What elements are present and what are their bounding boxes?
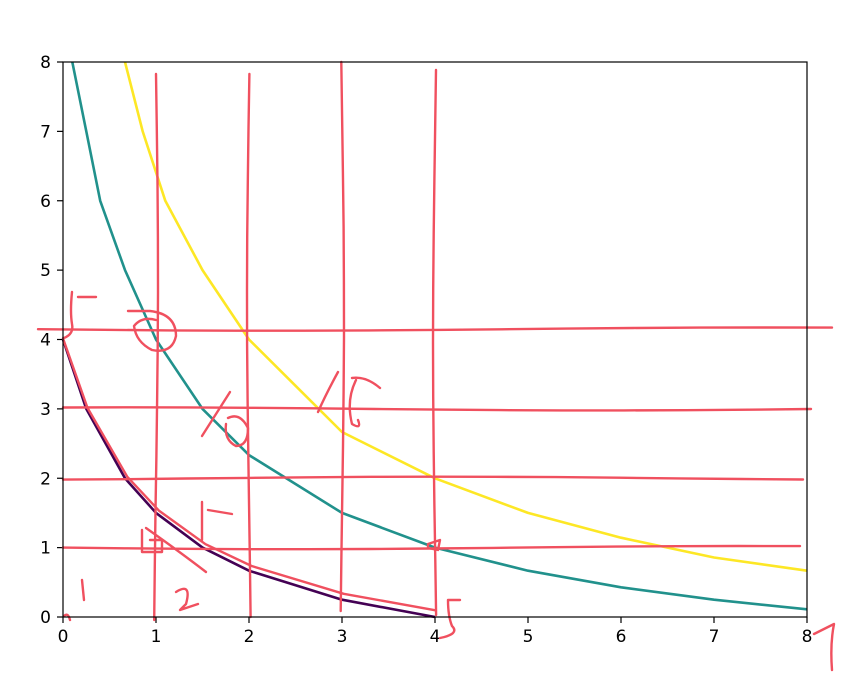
y-tick-label: 4: [40, 331, 51, 351]
y-tick-label: 7: [40, 122, 51, 142]
series-line-3: [123, 61, 808, 572]
annotation-scribble: [62, 290, 74, 340]
y-tick-label: 8: [40, 53, 51, 73]
annotation-scribble: [144, 526, 208, 574]
x-tick-label: 0: [58, 627, 69, 647]
y-tick-label: 2: [40, 469, 51, 489]
plot-frame: [62, 61, 808, 618]
x-tick-label: 4: [430, 627, 441, 647]
annotation-scribble: [316, 370, 340, 414]
annotation-curve-trace: [61, 337, 437, 612]
annotation-scribble: [350, 376, 382, 390]
x-tick-label: 8: [802, 627, 813, 647]
annotation-horizontal-line: [61, 406, 813, 412]
series-line-1: [61, 339, 436, 619]
x-tick-label: 6: [616, 627, 627, 647]
x-tick-label: 2: [244, 627, 255, 647]
annotation-scribble: [62, 613, 72, 622]
y-axis-ticks: 0 1 2 3 4 5 6 7 8: [40, 53, 63, 628]
x-tick-label: 3: [337, 627, 348, 647]
annotation-scribble: [206, 508, 234, 516]
handwritten-annotations: [36, 60, 836, 672]
x-tick-label: 7: [709, 627, 720, 647]
annotation-scribble: [224, 415, 250, 448]
y-tick-label: 3: [40, 400, 51, 420]
x-tick-label: 5: [523, 627, 534, 647]
x-axis-ticks: 0 1 2 3 4 5 6 7 8: [58, 617, 813, 647]
y-tick-label: 5: [40, 261, 51, 281]
y-tick-label: 1: [40, 539, 51, 559]
annotation-scribble: [348, 378, 361, 428]
annotation-scribble: [812, 622, 836, 672]
annotation-scribble: [140, 528, 164, 554]
y-tick-label: 0: [40, 608, 51, 628]
annotation-scribble: [426, 538, 442, 552]
annotation-horizontal-line: [36, 326, 834, 332]
annotation-scribble: [200, 390, 232, 438]
annotation-horizontal-line: [61, 475, 805, 481]
annotation-vertical-line: [339, 60, 346, 613]
annotation-scribble: [126, 309, 178, 352]
annotation-vertical-line: [431, 68, 438, 617]
annotation-scribble: [174, 587, 200, 612]
annotation-vertical-line: [152, 72, 160, 622]
annotation-scribble: [438, 598, 462, 640]
y-tick-label: 6: [40, 192, 51, 212]
x-tick-label: 1: [151, 627, 162, 647]
annotation-vertical-line: [245, 72, 252, 619]
annotation-scribble: [80, 578, 86, 602]
